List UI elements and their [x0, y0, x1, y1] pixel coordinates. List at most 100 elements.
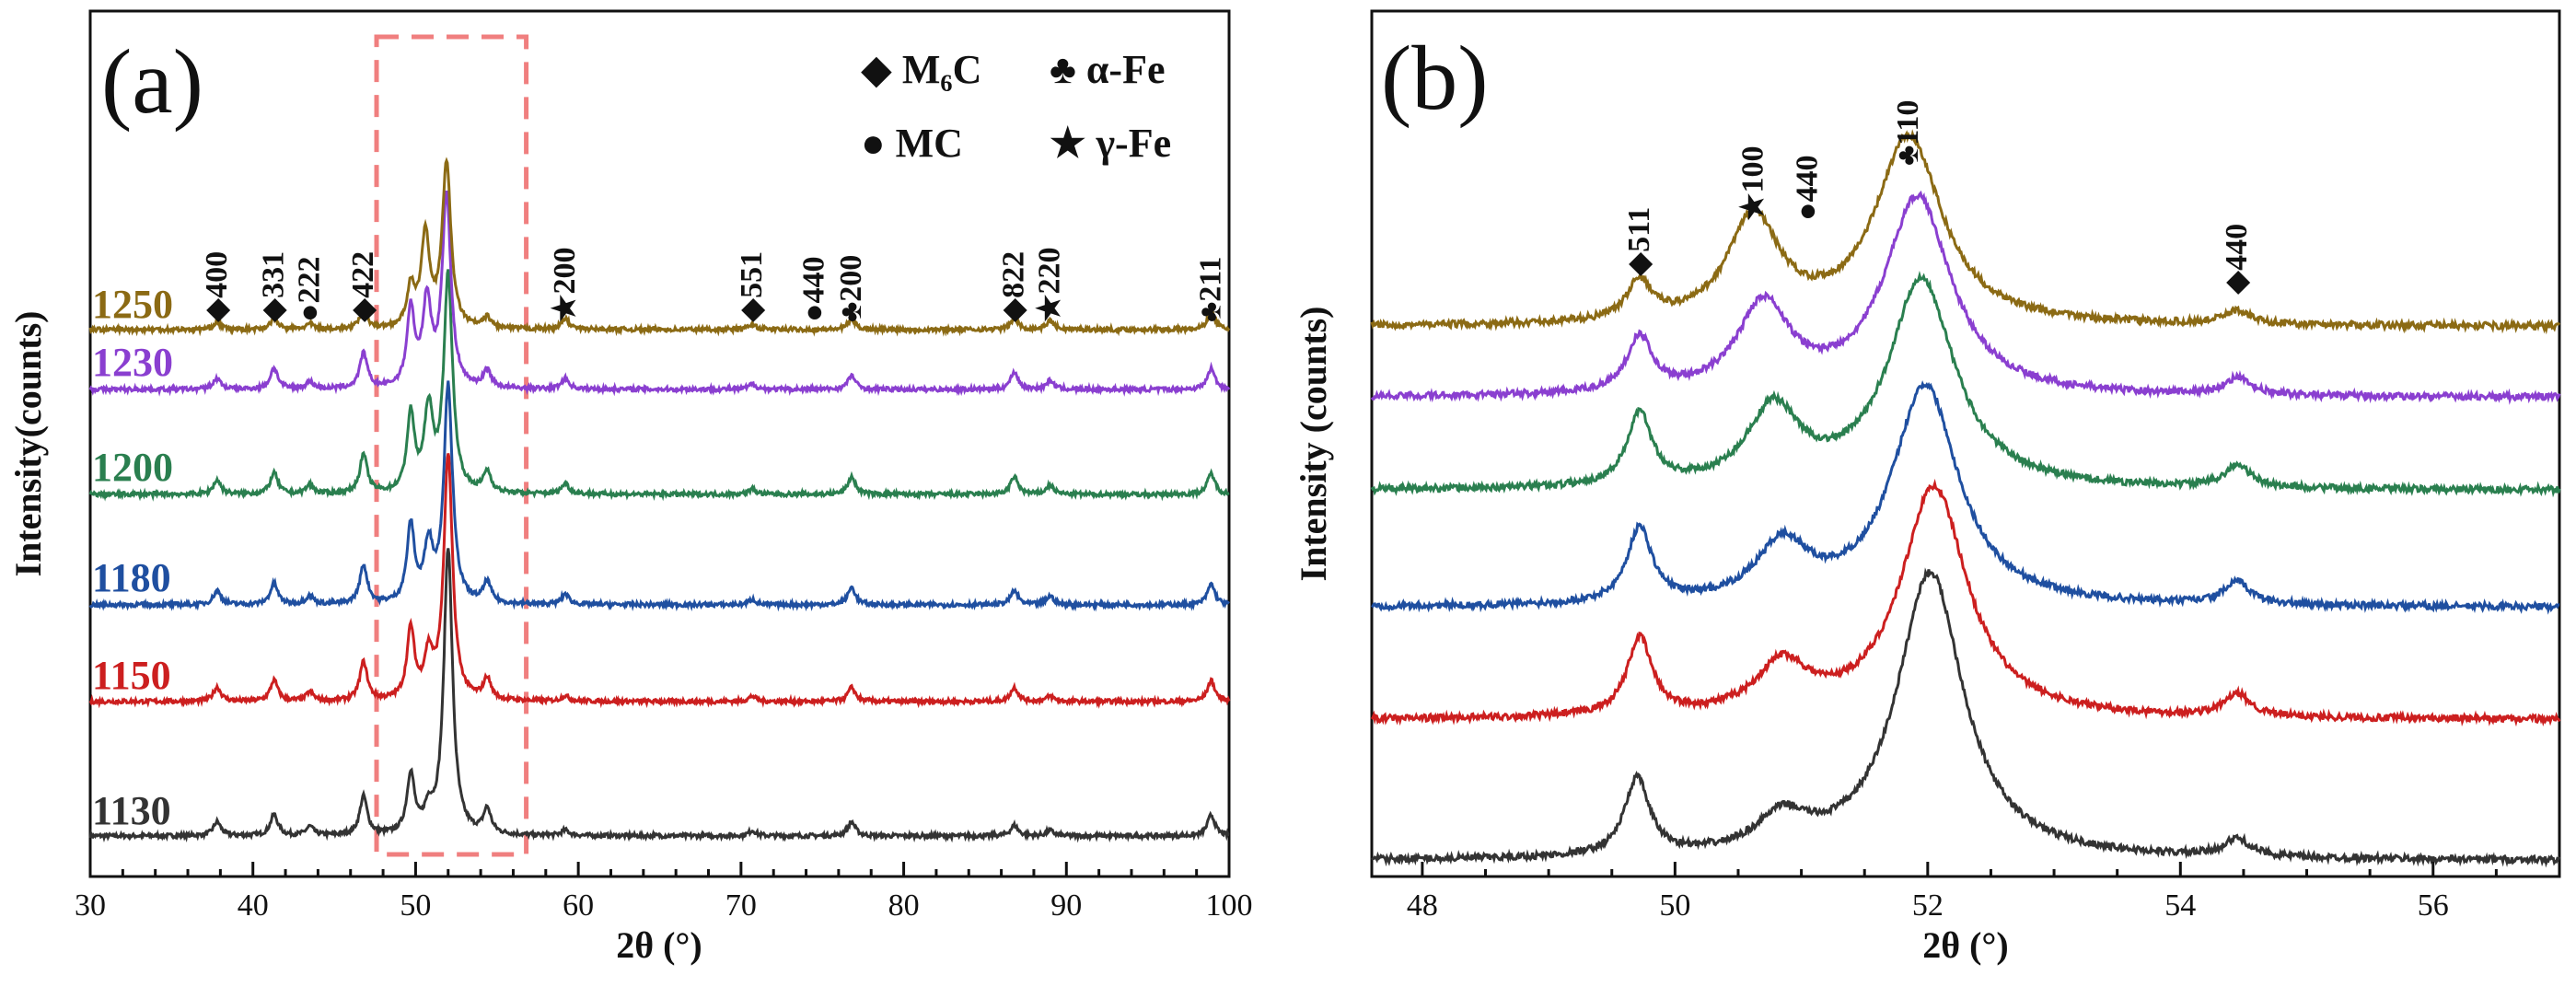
x-tick-label: 100: [1206, 888, 1253, 923]
peak-label: ♣200: [834, 255, 868, 322]
peak-label: ◆331: [257, 251, 291, 322]
peak-hkl: 110: [1891, 100, 1925, 145]
series-line-1230: [88, 191, 1231, 397]
x-tick-label: 80: [888, 888, 920, 923]
peak-hkl: 822: [997, 251, 1031, 298]
series-line-1130: [88, 548, 1230, 843]
series-line-1250: [88, 157, 1231, 337]
peak-hkl: 200: [548, 248, 582, 295]
panel-b-x-axis-label: 2θ (°): [1922, 924, 2009, 966]
x-tick-label: 70: [725, 888, 757, 923]
x-tick-label: 56: [2418, 888, 2449, 923]
x-tick-label: 60: [563, 888, 594, 923]
panel-a-y-axis-label: Intensity(counts): [7, 311, 49, 577]
series-line-1180: [88, 380, 1230, 612]
peak-hkl: 440: [796, 256, 830, 303]
peak-hkl: 551: [735, 251, 769, 298]
club-icon: ♣: [834, 302, 868, 322]
legend: ◆ M₆C ♣ α-Fe ● MC ★ γ-Fe: [861, 47, 1171, 166]
panel-a-peak-labels: ◆400◆331●222◆422★200◆551●440♣200◆822★220…: [200, 248, 1228, 322]
series-line-1150: [1370, 478, 2561, 727]
legend-label: MC: [896, 121, 963, 166]
diamond-icon: ◆: [735, 297, 769, 322]
panel-b-peak-labels: ◆511 ★100●440 ♣110◆440: [1622, 100, 2254, 295]
x-tick-label: 40: [238, 888, 269, 923]
diamond-icon: ◆: [997, 297, 1031, 322]
peak-label: ●440: [1790, 155, 1824, 221]
panel-b-x-ticks: 48 50 52 54 56: [1407, 862, 2498, 923]
diamond-icon: ◆: [257, 297, 291, 322]
peak-label: ●440: [796, 256, 830, 322]
legend-label: γ-Fe: [1095, 121, 1171, 166]
panel-b-y-axis-label: Intensity (counts): [1293, 307, 1334, 582]
peak-hkl: 222: [293, 256, 327, 303]
series-line-1200: [88, 269, 1230, 502]
series-line-1250: [1370, 129, 2561, 335]
peak-hkl: 422: [346, 251, 380, 298]
peak-hkl: 220: [1033, 248, 1067, 295]
dot-icon: ●: [861, 121, 896, 166]
highlight-box: [374, 34, 529, 857]
x-tick-label: 54: [2164, 888, 2196, 923]
dot-icon: ●: [293, 303, 327, 322]
club-icon: ♣: [1050, 47, 1086, 92]
panel-b: 48 50 52 54 56 ◆511 ★100●440 ♣110◆440 (b) 2θ (…: [1293, 9, 2561, 966]
x-tick-label: 50: [1659, 888, 1690, 923]
x-tick-label: 50: [400, 888, 431, 923]
peak-label: ◆440: [2220, 224, 2254, 295]
panel-a-series-labels: 1130 1150 1180 1200 1230 1250: [92, 282, 173, 833]
star-icon: ★: [548, 295, 582, 322]
diamond-icon: ◆: [200, 297, 234, 322]
x-tick-label: 48: [1407, 888, 1438, 923]
legend-item: ♣ α-Fe: [1050, 47, 1166, 92]
series-label-1200: 1200: [92, 445, 173, 490]
peak-label: ★220: [1033, 248, 1067, 322]
diamond-icon: ◆: [2220, 270, 2254, 295]
diamond-icon: ◆: [1622, 251, 1656, 276]
diamond-icon: ◆: [346, 297, 380, 322]
legend-item: ◆ M₆C: [861, 47, 981, 92]
panel-b-letter: (b): [1381, 27, 1489, 129]
series-line-1150: [88, 453, 1231, 709]
series-label-1150: 1150: [92, 653, 171, 698]
panel-a-x-ticks: 30 40 50 60 70 80 90 100: [75, 862, 1253, 923]
legend-label: α-Fe: [1086, 47, 1166, 92]
panel-a-letter: (a): [101, 30, 203, 133]
peak-label: ♣110: [1891, 100, 1925, 166]
x-tick-label: 90: [1050, 888, 1082, 923]
series-label-1180: 1180: [92, 555, 171, 600]
peak-label: ◆511: [1622, 207, 1656, 276]
peak-label: ◆422: [346, 251, 380, 322]
peak-hkl: 511: [1622, 207, 1656, 252]
legend-label: M₆C: [902, 47, 982, 92]
x-tick-label: 52: [1912, 888, 1944, 923]
panel-b-frame: [1370, 9, 2561, 878]
peak-hkl: 100: [1735, 146, 1770, 193]
series-label-1250: 1250: [92, 282, 173, 327]
peak-label: ◆400: [200, 251, 234, 322]
diamond-icon: ◆: [861, 47, 902, 92]
peak-hkl: 331: [257, 251, 291, 298]
peak-label: ♣211: [1194, 257, 1228, 322]
peak-label: ◆822: [997, 251, 1031, 322]
star-icon: ★: [1033, 295, 1067, 322]
dot-icon: ●: [796, 303, 830, 322]
series-line-1200: [1370, 270, 2561, 498]
series-line-1130: [1370, 567, 2561, 868]
star-icon: ★: [1050, 121, 1096, 166]
legend-item: ● MC: [861, 121, 963, 166]
x-tick-label: 30: [75, 888, 106, 923]
series-line-1230: [1370, 190, 2561, 405]
series-label-1130: 1130: [92, 788, 171, 833]
panel-b-curves: [1370, 129, 2561, 868]
panel-a-curves: [88, 157, 1231, 843]
peak-hkl: 200: [834, 255, 868, 302]
peak-hkl: 400: [200, 251, 234, 298]
dot-icon: ●: [1790, 202, 1824, 221]
peak-label: ★100: [1735, 146, 1770, 221]
panel-a-x-axis-label: 2θ (°): [616, 924, 702, 966]
club-icon: ♣: [1891, 145, 1925, 166]
series-label-1230: 1230: [92, 340, 173, 385]
peak-hkl: 440: [1790, 155, 1824, 202]
